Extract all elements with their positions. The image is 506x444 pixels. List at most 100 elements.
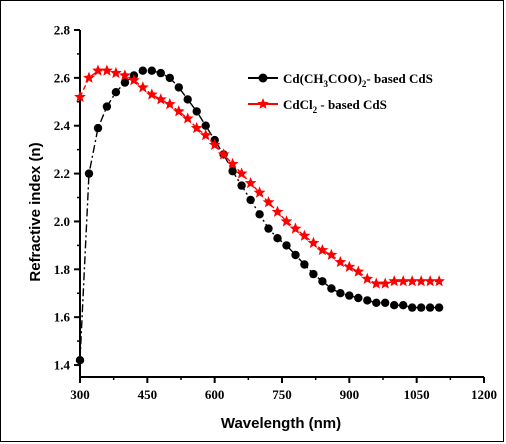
x-tick-label: 300 [70,387,90,402]
data-point [262,196,275,208]
data-point [336,289,345,298]
data-point [93,123,103,133]
data-point [354,293,363,303]
data-point [74,90,86,103]
data-point [145,88,158,100]
legend-marker-cd-acetate [258,73,268,83]
data-point [399,301,408,310]
data-point [264,224,273,233]
series-cdcl2 [74,64,446,289]
data-point [244,176,257,189]
y-tick-label: 2.4 [54,118,71,133]
legend-marker-cdcl2 [257,98,269,109]
y-tick-label: 2.6 [54,70,71,85]
data-point [271,205,284,217]
y-ticks: 1.4 1.6 1.8 2.0 2.2 2.4 2.6 2.8 [54,23,80,373]
data-point [102,102,112,111]
data-point [390,301,399,310]
data-point [165,73,174,83]
data-point [192,107,201,116]
data-point [379,277,392,289]
data-point [138,66,147,75]
legend-item-cdcl2: CdCl2 - based CdS [248,97,387,115]
data-point [408,303,417,312]
x-tick-label: 1200 [471,387,497,402]
data-point [217,148,230,160]
data-point [434,303,444,312]
data-point [208,138,221,150]
y-tick-label: 1.6 [54,310,71,325]
data-point [425,303,435,312]
x-tick-label: 1050 [404,387,430,402]
data-point [75,356,85,365]
legend: Cd(CH3COO)2- based CdS CdCl2 - based CdS [248,71,433,115]
data-point [345,291,354,300]
data-point [156,68,165,78]
data-point [397,275,410,287]
data-point [424,275,437,287]
data-point [154,93,167,105]
data-point [406,275,419,287]
x-tick-label: 900 [340,387,360,402]
data-point [226,157,239,170]
data-point [127,74,140,86]
x-ticks: 300 450 600 750 900 1050 1200 [70,377,497,402]
data-point [255,210,264,219]
data-point [316,243,329,256]
data-point [307,236,320,248]
data-point [289,222,302,234]
data-point [235,167,248,179]
data-point [318,277,327,286]
data-point [298,229,311,241]
data-point [172,105,185,117]
data-point [201,121,210,130]
data-point [92,64,104,76]
data-point [280,215,293,227]
data-point [282,241,291,250]
data-point [417,303,426,312]
legend-label-cdcl2: CdCl2 - based CdS [283,97,387,115]
data-point [415,275,428,287]
data-point [372,298,381,307]
y-tick-label: 1.4 [54,358,71,373]
series-cd-acetate [75,66,444,365]
data-point [237,181,246,190]
data-point [118,69,131,81]
data-point [110,66,122,79]
data-point [343,260,356,272]
data-point [183,95,192,104]
data-point [361,272,374,284]
data-point [120,78,130,87]
series-layer [74,64,446,365]
data-point [433,275,446,287]
legend-label-cd-acetate: Cd(CH3COO)2- based CdS [283,71,433,89]
data-point [147,66,156,75]
data-point [199,129,212,141]
data-point [136,81,149,93]
data-point [101,64,113,76]
data-point [370,277,383,289]
data-point [273,234,282,243]
x-tick-label: 450 [138,387,158,402]
data-point [309,269,318,279]
data-point [300,260,309,269]
data-point [325,248,338,260]
y-tick-label: 2.8 [54,23,71,38]
legend-item-cd-acetate: Cd(CH3COO)2- based CdS [248,71,433,89]
data-point [334,255,347,268]
data-point [246,195,255,205]
x-tick-label: 750 [272,387,292,402]
y-tick-label: 1.8 [54,262,71,277]
data-point [388,275,401,287]
x-axis-label: Wavelength (nm) [221,415,341,432]
data-point [228,167,237,176]
data-point [253,186,266,198]
data-point [327,284,336,293]
data-point [190,121,203,134]
data-point [163,97,176,110]
data-point [291,250,300,260]
data-point [381,298,390,307]
y-tick-label: 2.0 [54,214,70,229]
data-point [83,71,95,83]
data-point [174,83,183,92]
